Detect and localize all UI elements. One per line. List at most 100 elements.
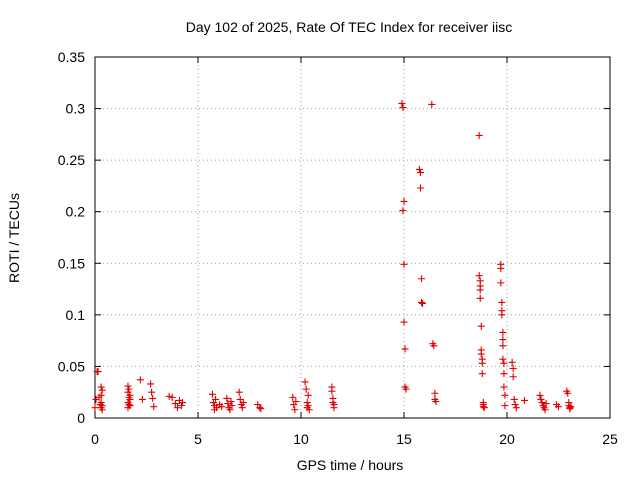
data-point (499, 355, 507, 363)
data-point (399, 104, 407, 112)
data-point (416, 169, 424, 177)
data-point (418, 275, 426, 283)
data-point (432, 397, 440, 405)
data-point (508, 358, 516, 366)
y-tick-label: 0.2 (66, 204, 86, 220)
data-point (401, 345, 409, 353)
data-point (555, 403, 562, 411)
data-point (497, 264, 505, 272)
data-point (400, 197, 408, 205)
data-point (305, 406, 313, 414)
x-axis-label: GPS time / hours (297, 457, 404, 473)
y-tick-label: 0.05 (58, 358, 85, 374)
data-point (536, 391, 544, 399)
data-point (475, 131, 483, 139)
data-point (97, 383, 105, 391)
data-point (538, 399, 546, 407)
data-point (501, 391, 509, 399)
y-tick-label: 0.3 (66, 101, 86, 117)
data-point (304, 391, 312, 399)
data-point (476, 286, 484, 294)
x-tick-label: 0 (91, 431, 99, 447)
data-point (430, 342, 438, 350)
data-point (567, 403, 575, 411)
data-point (431, 389, 439, 397)
data-point (500, 370, 508, 378)
data-point (478, 359, 486, 367)
data-point (289, 393, 297, 401)
data-point (148, 388, 156, 396)
data-point (138, 395, 146, 403)
data-point (512, 404, 520, 412)
data-point (208, 390, 216, 398)
data-point (398, 99, 406, 107)
data-point (150, 403, 158, 411)
data-point (498, 311, 506, 319)
data-point (498, 298, 506, 306)
y-tick-label: 0.1 (66, 307, 86, 323)
data-point (98, 386, 106, 394)
data-point (302, 385, 310, 393)
data-point (136, 376, 144, 384)
data-point (509, 364, 517, 372)
data-point (537, 395, 545, 403)
data-point (239, 399, 247, 407)
data-point (98, 406, 106, 414)
data-point (415, 165, 423, 173)
data-point (477, 322, 485, 330)
data-point (213, 404, 221, 412)
data-point (126, 402, 134, 410)
data-point (510, 395, 518, 403)
data-point (94, 368, 102, 376)
plot-frame (94, 56, 611, 419)
y-tick-label: 0.35 (58, 49, 85, 65)
data-point (476, 294, 484, 302)
data-point (541, 406, 549, 414)
data-point (542, 400, 550, 408)
data-point (226, 406, 234, 414)
data-points (91, 99, 575, 414)
y-tick-label: 0 (77, 410, 85, 426)
data-point (228, 402, 236, 410)
data-point (501, 402, 509, 410)
axis-ticks: 0 5 10 15 20 25 0 0.05 0.1 0.15 0.2 0.25 0.3 0.35 (58, 49, 618, 447)
data-point (165, 392, 173, 400)
data-point (475, 272, 483, 280)
x-tick-label: 15 (396, 431, 412, 447)
data-point (478, 370, 486, 378)
data-point (125, 401, 133, 409)
data-point (178, 402, 186, 410)
data-point (256, 404, 264, 412)
data-point (400, 260, 408, 268)
data-point (147, 380, 155, 388)
data-point (499, 328, 507, 336)
data-point (291, 406, 299, 414)
data-point (479, 403, 487, 411)
data-point (218, 403, 226, 411)
x-tick-label: 20 (499, 431, 515, 447)
data-point (477, 350, 485, 358)
data-point (564, 389, 572, 397)
data-point (149, 394, 157, 402)
data-point (173, 404, 181, 412)
data-point (124, 382, 132, 390)
data-point (235, 388, 243, 396)
y-tick-label: 0.15 (58, 255, 85, 271)
y-axis-label: ROTI / TECUs (6, 193, 22, 283)
data-point (418, 298, 426, 306)
data-point (428, 100, 436, 108)
x-tick-label: 25 (602, 431, 618, 447)
data-point (179, 399, 187, 407)
data-point (521, 396, 529, 404)
data-point (236, 395, 244, 403)
data-point (97, 391, 105, 399)
data-point (500, 383, 508, 391)
data-point (416, 184, 424, 192)
data-point (500, 359, 508, 367)
data-point (212, 395, 220, 403)
data-point (304, 402, 312, 410)
data-point (328, 387, 336, 395)
data-point (480, 404, 488, 412)
y-tick-label: 0.25 (58, 152, 85, 168)
